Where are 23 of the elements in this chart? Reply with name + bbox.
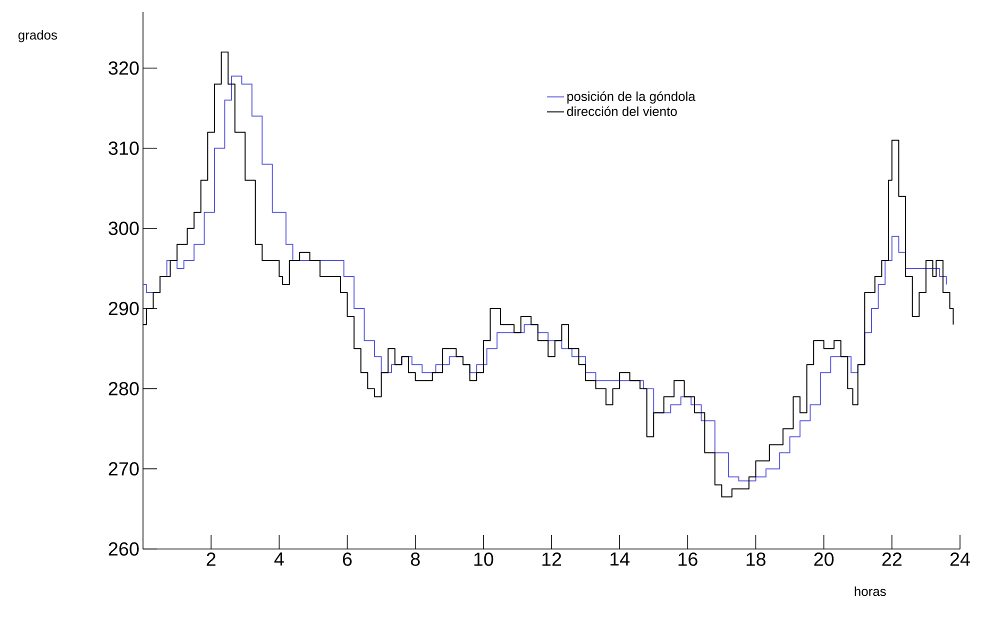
x-tick-label: 16 (678, 552, 698, 566)
y-tick-label: 260 (108, 542, 139, 556)
x-tick-label: 10 (474, 552, 494, 566)
y-tick-label: 320 (108, 61, 139, 75)
y-tick-label: 300 (108, 222, 139, 236)
x-tick-label: 20 (814, 552, 834, 566)
legend-label: dirección del viento (567, 106, 677, 116)
x-tick-label: 14 (610, 552, 630, 566)
x-tick-label: 18 (746, 552, 766, 566)
x-tick-label: 24 (950, 552, 970, 566)
y-tick-label: 290 (108, 302, 139, 316)
y-tick-label: 310 (108, 142, 139, 155)
y-axis-title: grados (18, 30, 58, 42)
y-tick-label: 280 (108, 382, 139, 396)
x-tick-label: 8 (410, 552, 420, 566)
legend-label: posición de la góndola (567, 91, 696, 104)
y-tick-label: 270 (108, 462, 139, 476)
x-tick-label: 12 (542, 552, 562, 566)
x-tick-label: 4 (274, 552, 284, 566)
x-tick-label: 6 (342, 552, 352, 566)
x-tick-label: 2 (206, 552, 216, 566)
x-axis-title: horas (854, 586, 886, 596)
x-tick-label: 22 (882, 552, 902, 566)
